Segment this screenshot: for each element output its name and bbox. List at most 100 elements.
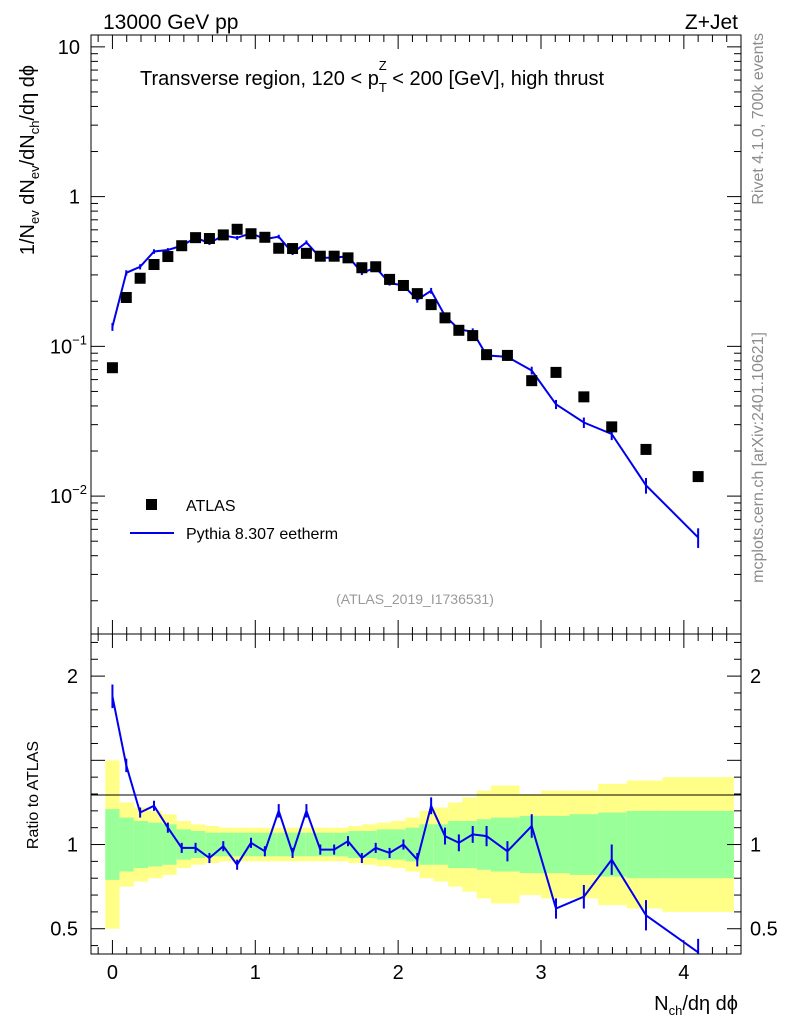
data-point: [606, 421, 618, 433]
x-tick-label: 2: [393, 962, 404, 984]
band-inner-bin: [176, 829, 191, 860]
ratio-tick-label-right: 1: [750, 835, 761, 857]
x-label-tail: /dη dϕ: [682, 993, 738, 1015]
analysis-id: (ATLAS_2019_I1736531): [336, 591, 494, 607]
x-tick-label: 1: [250, 962, 261, 984]
band-inner-bin: [626, 810, 663, 879]
legend-label-data: ATLAS: [186, 498, 236, 515]
data-point: [231, 223, 243, 235]
data-point: [300, 247, 312, 259]
x-label-main: N: [654, 993, 668, 1015]
y-tick-label: 10−2: [50, 482, 87, 508]
data-point: [342, 252, 354, 264]
data-point: [134, 272, 146, 284]
data-point: [162, 251, 174, 263]
y-tick-label-base: 10: [58, 37, 80, 59]
data-points: [106, 223, 704, 483]
data-point: [481, 349, 493, 361]
ratio-curve: [111, 684, 700, 954]
band-inner-bin: [391, 829, 406, 860]
y-label-part-3: ev: [27, 165, 42, 179]
ratio-frame: [90, 633, 742, 955]
data-point: [550, 366, 562, 378]
ratio-panel: 0 1 2 3 4 2 2 1 1 0.5 0.5 Ratio to ATLAS: [25, 633, 778, 984]
y-label-part-0: 1/N: [17, 224, 39, 255]
band-inner-bin: [476, 819, 491, 870]
y-tick-label-base: 1: [69, 187, 80, 209]
data-point: [356, 262, 368, 274]
band-inner-bin: [448, 820, 463, 869]
band-inner-bin: [319, 832, 334, 857]
y-label-part-6: /dη dϕ: [17, 65, 39, 121]
header-right: Z+Jet: [685, 11, 738, 34]
legend-marker-data: [146, 499, 157, 510]
data-point: [425, 299, 437, 311]
y-label-part-1: ev: [27, 210, 42, 224]
y-tick-label-base: 10: [50, 336, 72, 358]
y-tick-label: 1: [69, 187, 80, 209]
y-tick-label-exp: −1: [72, 332, 87, 347]
x-tick-label: 0: [107, 962, 118, 984]
data-point: [370, 261, 382, 273]
y-label-part-5: ch: [27, 121, 42, 135]
ratio-tick-label-left: 0.5: [50, 919, 78, 941]
band-inner-bin: [348, 831, 363, 858]
band-inner-bin: [133, 820, 149, 869]
data-point: [106, 362, 118, 374]
x-tick-label: 3: [535, 962, 546, 984]
band-inner-bin: [233, 832, 249, 857]
band-inner-bin: [148, 822, 163, 867]
data-point: [578, 391, 590, 403]
legend-label-mc: Pythia 8.307 eetherm: [186, 526, 338, 543]
data-point: [453, 324, 465, 336]
y-label-part-4: /dN: [17, 134, 39, 165]
mc-line: [111, 232, 699, 539]
band-inner-bin: [105, 809, 120, 880]
y-tick-label-base: 10: [50, 486, 72, 508]
ratio-y-label: Ratio to ATLAS: [25, 741, 42, 849]
data-point: [640, 443, 652, 455]
data-point: [314, 250, 326, 262]
x-label-sub: ch: [669, 1003, 683, 1018]
ratio-tick-label-left: 1: [67, 835, 78, 857]
band-inner-bin: [362, 831, 377, 858]
band-inner-bin: [405, 827, 420, 862]
ratio-tick-label-right: 0.5: [750, 919, 778, 941]
ratio-tick-label-right: 2: [750, 666, 761, 688]
band-inner-bin: [541, 815, 570, 874]
chart-title-sub: T: [379, 80, 387, 95]
data-point: [526, 375, 538, 387]
data-point: [501, 349, 513, 361]
band-inner-bin: [205, 832, 220, 857]
data-point: [273, 242, 285, 254]
data-point: [328, 250, 340, 262]
data-point: [176, 240, 188, 252]
band-inner-bin: [519, 815, 541, 874]
data-point: [467, 330, 479, 342]
band-inner-bin: [462, 820, 477, 869]
chart-title-main: Transverse region, 120 < p: [140, 68, 379, 90]
data-point: [190, 232, 202, 244]
ratio-axis-ticks: 0 1 2 3 4 2 2 1 1 0.5 0.5: [50, 634, 778, 984]
band-inner-bin: [119, 817, 134, 872]
band-inner-bin: [662, 810, 734, 879]
main-frame: [90, 34, 742, 635]
legend: ATLAS Pythia 8.307 eetherm: [130, 498, 338, 543]
mcplots-label: mcplots.cern.ch [arXiv:2401.10621]: [750, 332, 767, 583]
ratio-tick-label-left: 2: [67, 666, 78, 688]
data-point: [120, 291, 132, 303]
data-point: [384, 273, 396, 285]
data-point: [439, 312, 451, 324]
data-point: [217, 229, 229, 241]
data-point: [148, 259, 160, 271]
rivet-label: Rivet 4.1.0, 700k events: [750, 33, 767, 205]
chart-title: Transverse region, 120 < pTZ < 200 [GeV]…: [140, 58, 605, 95]
data-point: [397, 279, 409, 291]
uncertainty-bands: [105, 760, 734, 929]
chart-title-tail: < 200 [GeV], high thrust: [387, 68, 605, 90]
y-tick-label: 10−1: [50, 332, 87, 358]
y-tick-label-exp: −2: [72, 482, 87, 497]
